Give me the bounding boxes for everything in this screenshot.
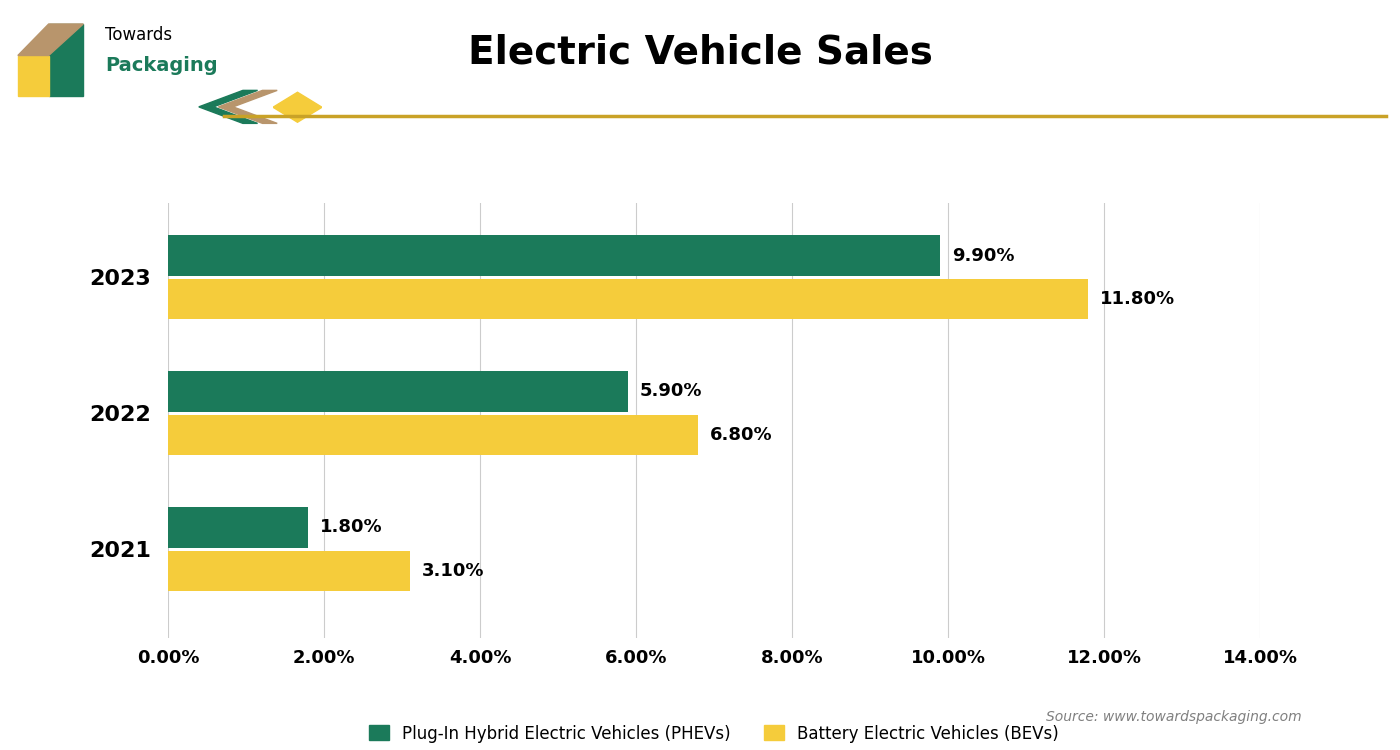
Polygon shape	[18, 56, 49, 96]
Bar	[168, 507, 308, 548]
Bar	[168, 371, 629, 412]
Polygon shape	[49, 24, 84, 96]
Text: 11.80%: 11.80%	[1100, 290, 1175, 308]
Text: Towards: Towards	[105, 26, 172, 44]
Polygon shape	[18, 24, 84, 56]
Polygon shape	[273, 92, 322, 122]
Polygon shape	[218, 91, 277, 123]
Text: 9.90%: 9.90%	[952, 247, 1015, 265]
Text: Source: www.towardspackaging.com: Source: www.towardspackaging.com	[1046, 710, 1302, 724]
Polygon shape	[199, 91, 258, 123]
Bar	[168, 415, 699, 455]
Bar	[168, 236, 941, 276]
Bar	[168, 550, 410, 591]
Text: Electric Vehicle Sales: Electric Vehicle Sales	[468, 34, 932, 72]
Text: 6.80%: 6.80%	[710, 426, 773, 444]
Bar	[168, 279, 1088, 320]
Legend: Plug-In Hybrid Electric Vehicles (PHEVs), Battery Electric Vehicles (BEVs): Plug-In Hybrid Electric Vehicles (PHEVs)…	[360, 716, 1068, 750]
Text: Packaging: Packaging	[105, 56, 217, 75]
Text: 5.90%: 5.90%	[640, 382, 703, 400]
Text: 1.80%: 1.80%	[321, 518, 382, 536]
Text: 3.10%: 3.10%	[421, 562, 484, 580]
